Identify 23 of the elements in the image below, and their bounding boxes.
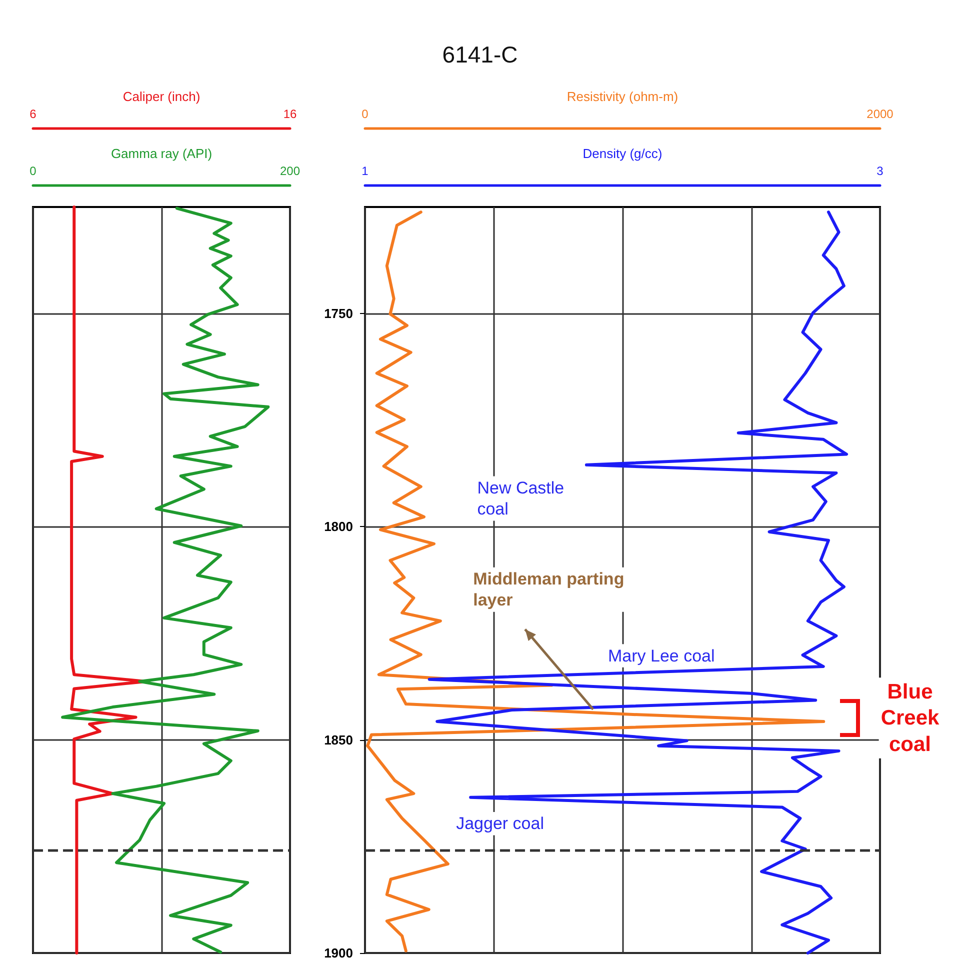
annotation: Mary Lee coal — [608, 646, 715, 666]
x-tick-label: 6 — [30, 107, 37, 121]
y-tick-label: 1750 — [324, 306, 353, 322]
y-tick-label: 1800 — [324, 519, 353, 534]
x-tick-label: 2000 — [866, 107, 894, 121]
x2-tick-label: 1 — [362, 164, 369, 178]
x-tick-label: 16 — [283, 107, 297, 121]
annotation: Middleman parting layer — [473, 569, 624, 610]
line-series — [366, 210, 826, 952]
annotation: New Castle coal — [477, 478, 564, 519]
y-tick-label: 1850 — [324, 732, 353, 748]
x-axis-title: Resistivity (ohm-m) — [566, 89, 678, 104]
text: Blue Creek coal — [880, 680, 940, 756]
x2-tick-label: 200 — [280, 164, 300, 178]
x-tick-label: 0 — [362, 107, 369, 121]
x2-tick-label: 3 — [876, 164, 884, 178]
x2-tick-label: 0 — [30, 164, 37, 178]
x2-axis-title: Gamma ray (API) — [110, 146, 212, 162]
annotation: Jagger coal — [456, 814, 544, 834]
x-axis-title: Caliper (inch) — [122, 89, 200, 104]
x2-axis-title: Density (g/cc) — [582, 146, 662, 162]
y-tick-label: 1900 — [324, 946, 353, 960]
chart-title: 6141-C — [442, 42, 518, 68]
